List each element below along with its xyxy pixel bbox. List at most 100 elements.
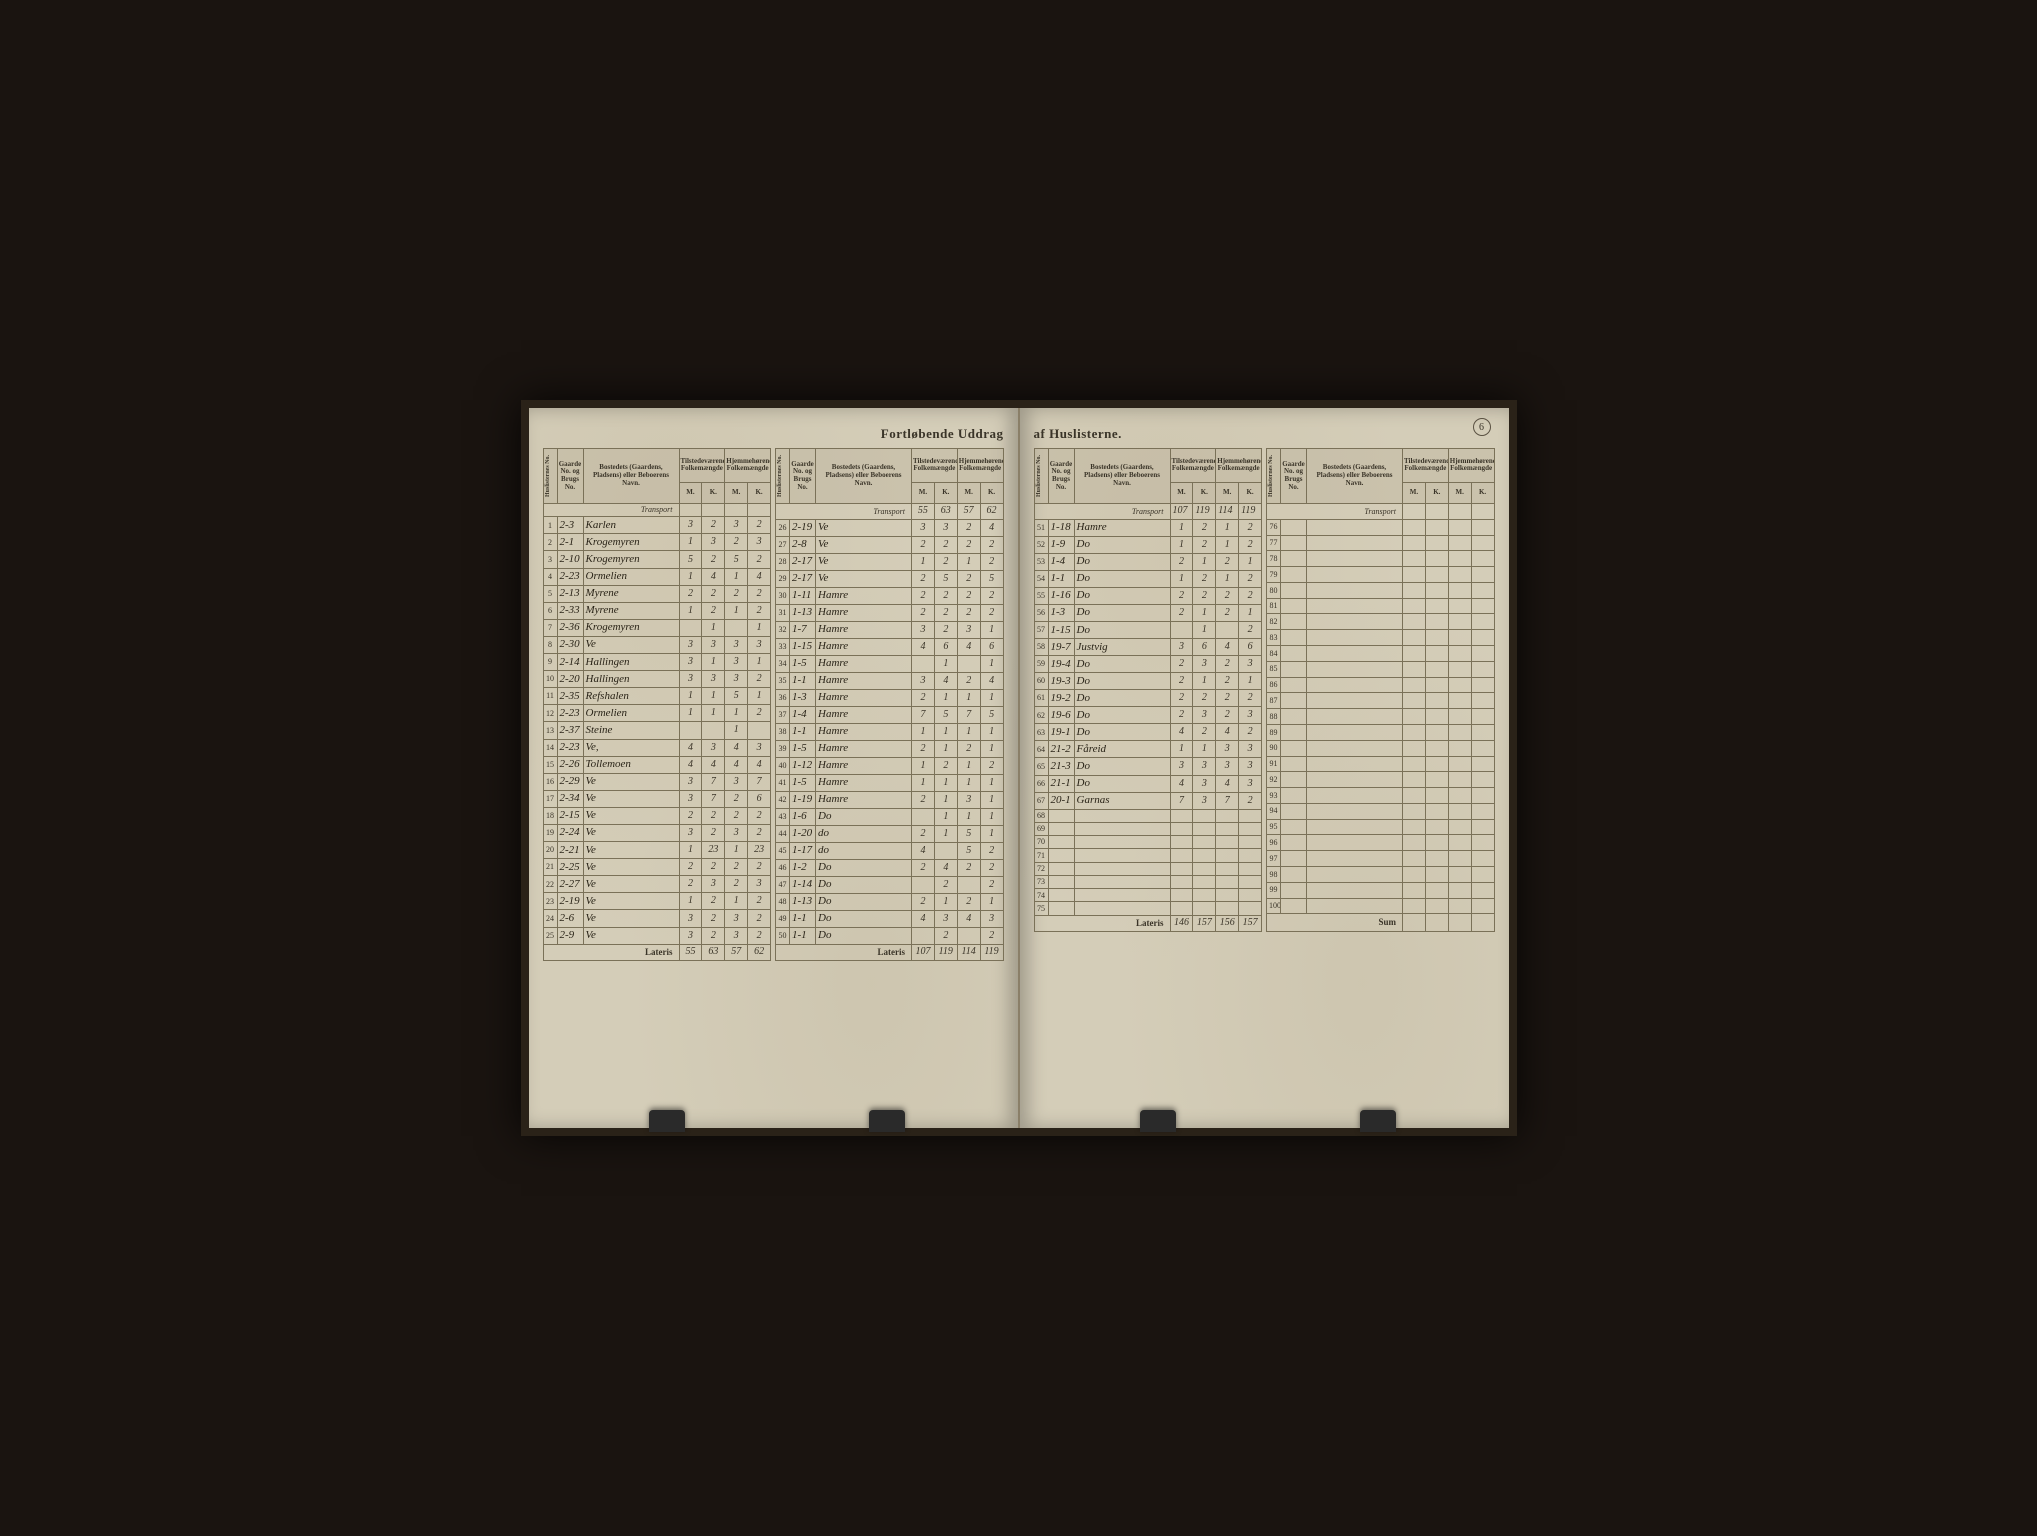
table-row: 2 2-1 Krogemyren 13 23 xyxy=(543,534,771,551)
table-row: 82 xyxy=(1267,614,1495,630)
ledger-table-block4: Huslisternes No. Gaarde No. og Brugs No.… xyxy=(1266,448,1495,932)
table-row: 99 xyxy=(1267,882,1495,898)
table-row: 62 19-6 Do 23 23 xyxy=(1034,707,1262,724)
table-row: 26 2-19 Ve 33 24 xyxy=(776,519,1004,536)
table-row: 35 1-1 Hamre 34 24 xyxy=(776,672,1004,689)
table-row: 34 1-5 Hamre 1 1 xyxy=(776,655,1004,672)
table-row: 73 xyxy=(1034,875,1262,888)
table-row: 100 xyxy=(1267,898,1495,914)
table-row: 76 xyxy=(1267,519,1495,535)
table-row: 86 xyxy=(1267,677,1495,693)
table-row: 87 xyxy=(1267,693,1495,709)
table-row: 78 xyxy=(1267,551,1495,567)
table-row: 39 1-5 Hamre 21 21 xyxy=(776,740,1004,757)
table-row: 91 xyxy=(1267,756,1495,772)
lateris-row: Lateris 5563 5762 xyxy=(543,944,771,960)
table-row: 47 1-14 Do 2 2 xyxy=(776,876,1004,893)
table-row: 56 1-3 Do 21 21 xyxy=(1034,605,1262,622)
table-row: 21 2-25 Ve 22 22 xyxy=(543,859,771,876)
table-row: 18 2-15 Ve 22 22 xyxy=(543,807,771,824)
table-row: 22 2-27 Ve 23 23 xyxy=(543,876,771,893)
table-row: 75 xyxy=(1034,902,1262,915)
table-row: 40 1-12 Hamre 12 12 xyxy=(776,757,1004,774)
table-row: 54 1-1 Do 12 12 xyxy=(1034,570,1262,587)
table-row: 31 1-13 Hamre 22 22 xyxy=(776,604,1004,621)
table-row: 44 1-20 do 21 51 xyxy=(776,825,1004,842)
table-row: 11 2-35 Refshalen 11 51 xyxy=(543,688,771,705)
table-row: 29 2-17 Ve 25 25 xyxy=(776,570,1004,587)
table-row: 90 xyxy=(1267,740,1495,756)
page-number: 6 xyxy=(1473,418,1491,436)
lateris-row: Lateris 107119 114119 xyxy=(776,944,1004,960)
ledger-table-block1: Huslisternes No. Gaarde No. og Brugs No.… xyxy=(543,448,772,961)
table-row: 24 2-6 Ve 32 32 xyxy=(543,910,771,927)
ledger-table-block2: Huslisternes No. Gaarde No. og Brugs No.… xyxy=(775,448,1004,961)
table-row: 61 19-2 Do 22 22 xyxy=(1034,690,1262,707)
page-title-right: af Huslisterne. xyxy=(1034,426,1495,442)
table-row: 50 1-1 Do 2 2 xyxy=(776,927,1004,944)
table-row: 15 2-26 Tollemoen 44 44 xyxy=(543,756,771,773)
table-row: 72 xyxy=(1034,862,1262,875)
table-row: 38 1-1 Hamre 11 11 xyxy=(776,723,1004,740)
table-row: 8 2-30 Ve 33 33 xyxy=(543,636,771,653)
left-page: Fortløbende Uddrag Huslisternes No. Gaar… xyxy=(529,408,1019,1128)
table-row: 48 1-13 Do 21 21 xyxy=(776,893,1004,910)
table-row: 93 xyxy=(1267,788,1495,804)
table-row: 96 xyxy=(1267,835,1495,851)
table-row: 60 19-3 Do 21 21 xyxy=(1034,673,1262,690)
page-title-left: Fortløbende Uddrag xyxy=(543,426,1004,442)
table-row: 57 1-15 Do 1 2 xyxy=(1034,622,1262,639)
right-page: 6 af Huslisterne. Huslisternes No. Gaard… xyxy=(1019,408,1509,1128)
table-row: 89 xyxy=(1267,724,1495,740)
table-row: 74 xyxy=(1034,889,1262,902)
table-row: 9 2-14 Hallingen 31 31 xyxy=(543,654,771,671)
table-row: 59 19-4 Do 23 23 xyxy=(1034,656,1262,673)
table-row: 83 xyxy=(1267,630,1495,646)
table-row: 3 2-10 Krogemyren 52 52 xyxy=(543,551,771,568)
table-row: 25 2-9 Ve 32 32 xyxy=(543,927,771,944)
transport-row: Transport xyxy=(1267,504,1495,520)
table-row: 79 xyxy=(1267,567,1495,583)
table-row: 53 1-4 Do 21 21 xyxy=(1034,553,1262,570)
table-row: 14 2-23 Ve, 43 43 xyxy=(543,739,771,756)
table-row: 12 2-23 Ormelien 11 12 xyxy=(543,705,771,722)
table-row: 1 2-3 Karlen 32 32 xyxy=(543,517,771,534)
table-row: 33 1-15 Hamre 46 46 xyxy=(776,638,1004,655)
table-row: 67 20-1 Garnas 73 72 xyxy=(1034,792,1262,809)
table-row: 65 21-3 Do 33 33 xyxy=(1034,758,1262,775)
table-row: 13 2-37 Steine 1 xyxy=(543,722,771,739)
table-row: 81 xyxy=(1267,598,1495,614)
table-row: 36 1-3 Hamre 21 11 xyxy=(776,689,1004,706)
table-row: 66 21-1 Do 43 43 xyxy=(1034,775,1262,792)
table-row: 85 xyxy=(1267,661,1495,677)
table-row: 94 xyxy=(1267,803,1495,819)
table-row: 6 2-33 Myrene 12 12 xyxy=(543,602,771,619)
table-row: 27 2-8 Ve 22 22 xyxy=(776,536,1004,553)
table-row: 63 19-1 Do 42 42 xyxy=(1034,724,1262,741)
table-row: 51 1-18 Hamre 12 12 xyxy=(1034,519,1262,536)
table-row: 4 2-23 Ormelien 14 14 xyxy=(543,568,771,585)
table-row: 42 1-19 Hamre 21 31 xyxy=(776,791,1004,808)
transport-row: Transport xyxy=(543,504,771,517)
table-row: 41 1-5 Hamre 11 11 xyxy=(776,774,1004,791)
table-row: 69 xyxy=(1034,822,1262,835)
table-row: 77 xyxy=(1267,535,1495,551)
table-row: 95 xyxy=(1267,819,1495,835)
table-row: 7 2-36 Krogemyren 1 1 xyxy=(543,619,771,636)
table-row: 23 2-19 Ve 12 12 xyxy=(543,893,771,910)
table-row: 10 2-20 Hallingen 33 32 xyxy=(543,671,771,688)
transport-row: Transport 107119 114119 xyxy=(1034,504,1262,520)
table-row: 71 xyxy=(1034,849,1262,862)
lateris-row: Sum xyxy=(1267,914,1495,932)
table-row: 97 xyxy=(1267,851,1495,867)
table-row: 17 2-34 Ve 37 26 xyxy=(543,790,771,807)
transport-row: Transport 5563 5762 xyxy=(776,504,1004,520)
table-row: 28 2-17 Ve 12 12 xyxy=(776,553,1004,570)
table-row: 19 2-24 Ve 32 32 xyxy=(543,824,771,841)
table-row: 32 1-7 Hamre 32 31 xyxy=(776,621,1004,638)
table-row: 80 xyxy=(1267,582,1495,598)
table-row: 49 1-1 Do 43 43 xyxy=(776,910,1004,927)
table-row: 46 1-2 Do 24 22 xyxy=(776,859,1004,876)
table-row: 98 xyxy=(1267,866,1495,882)
ledger-book: Fortløbende Uddrag Huslisternes No. Gaar… xyxy=(521,400,1517,1136)
